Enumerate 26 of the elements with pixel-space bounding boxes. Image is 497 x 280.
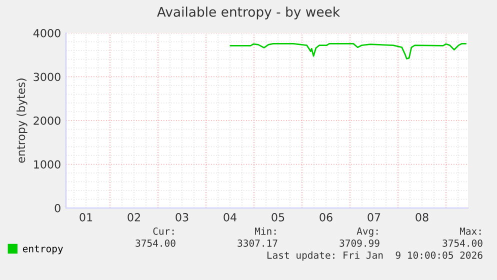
x-tick-label: 05 <box>272 213 284 222</box>
x-tick-label: 01 <box>80 213 92 222</box>
x-tick-label: 04 <box>224 213 236 222</box>
text: 3754.00 <box>442 239 482 247</box>
y-tick-label: 2000 <box>34 116 60 125</box>
x-tick-label: 02 <box>128 213 140 222</box>
text: Max: <box>460 228 481 235</box>
chart-title: Available entropy - by week <box>157 6 340 20</box>
x-tick-label: 07 <box>368 213 380 222</box>
y-tick-label: 4000 <box>33 28 60 38</box>
text: Min: <box>254 227 276 235</box>
text: Cur: <box>153 227 174 235</box>
text: 3754.00 <box>136 239 176 247</box>
text: Last update: Fri Jan 9 10:00:05 2026 <box>267 251 482 261</box>
y-tick-label: 1000 <box>34 160 60 169</box>
x-tick-label: 06 <box>320 213 332 222</box>
text: 3307.17 <box>238 239 278 247</box>
line-series <box>230 42 466 60</box>
x-tick-label: 08 <box>416 213 428 222</box>
y-axis-title: entropy (bytes) <box>16 78 28 163</box>
y-tick-label: 3000 <box>34 72 60 82</box>
text: 3709.99 <box>340 239 380 247</box>
legend-label: entropy <box>22 245 63 254</box>
x-tick-label: 03 <box>176 213 188 222</box>
y-tick-label: 0 <box>54 204 60 212</box>
text: Avg: <box>356 228 378 237</box>
